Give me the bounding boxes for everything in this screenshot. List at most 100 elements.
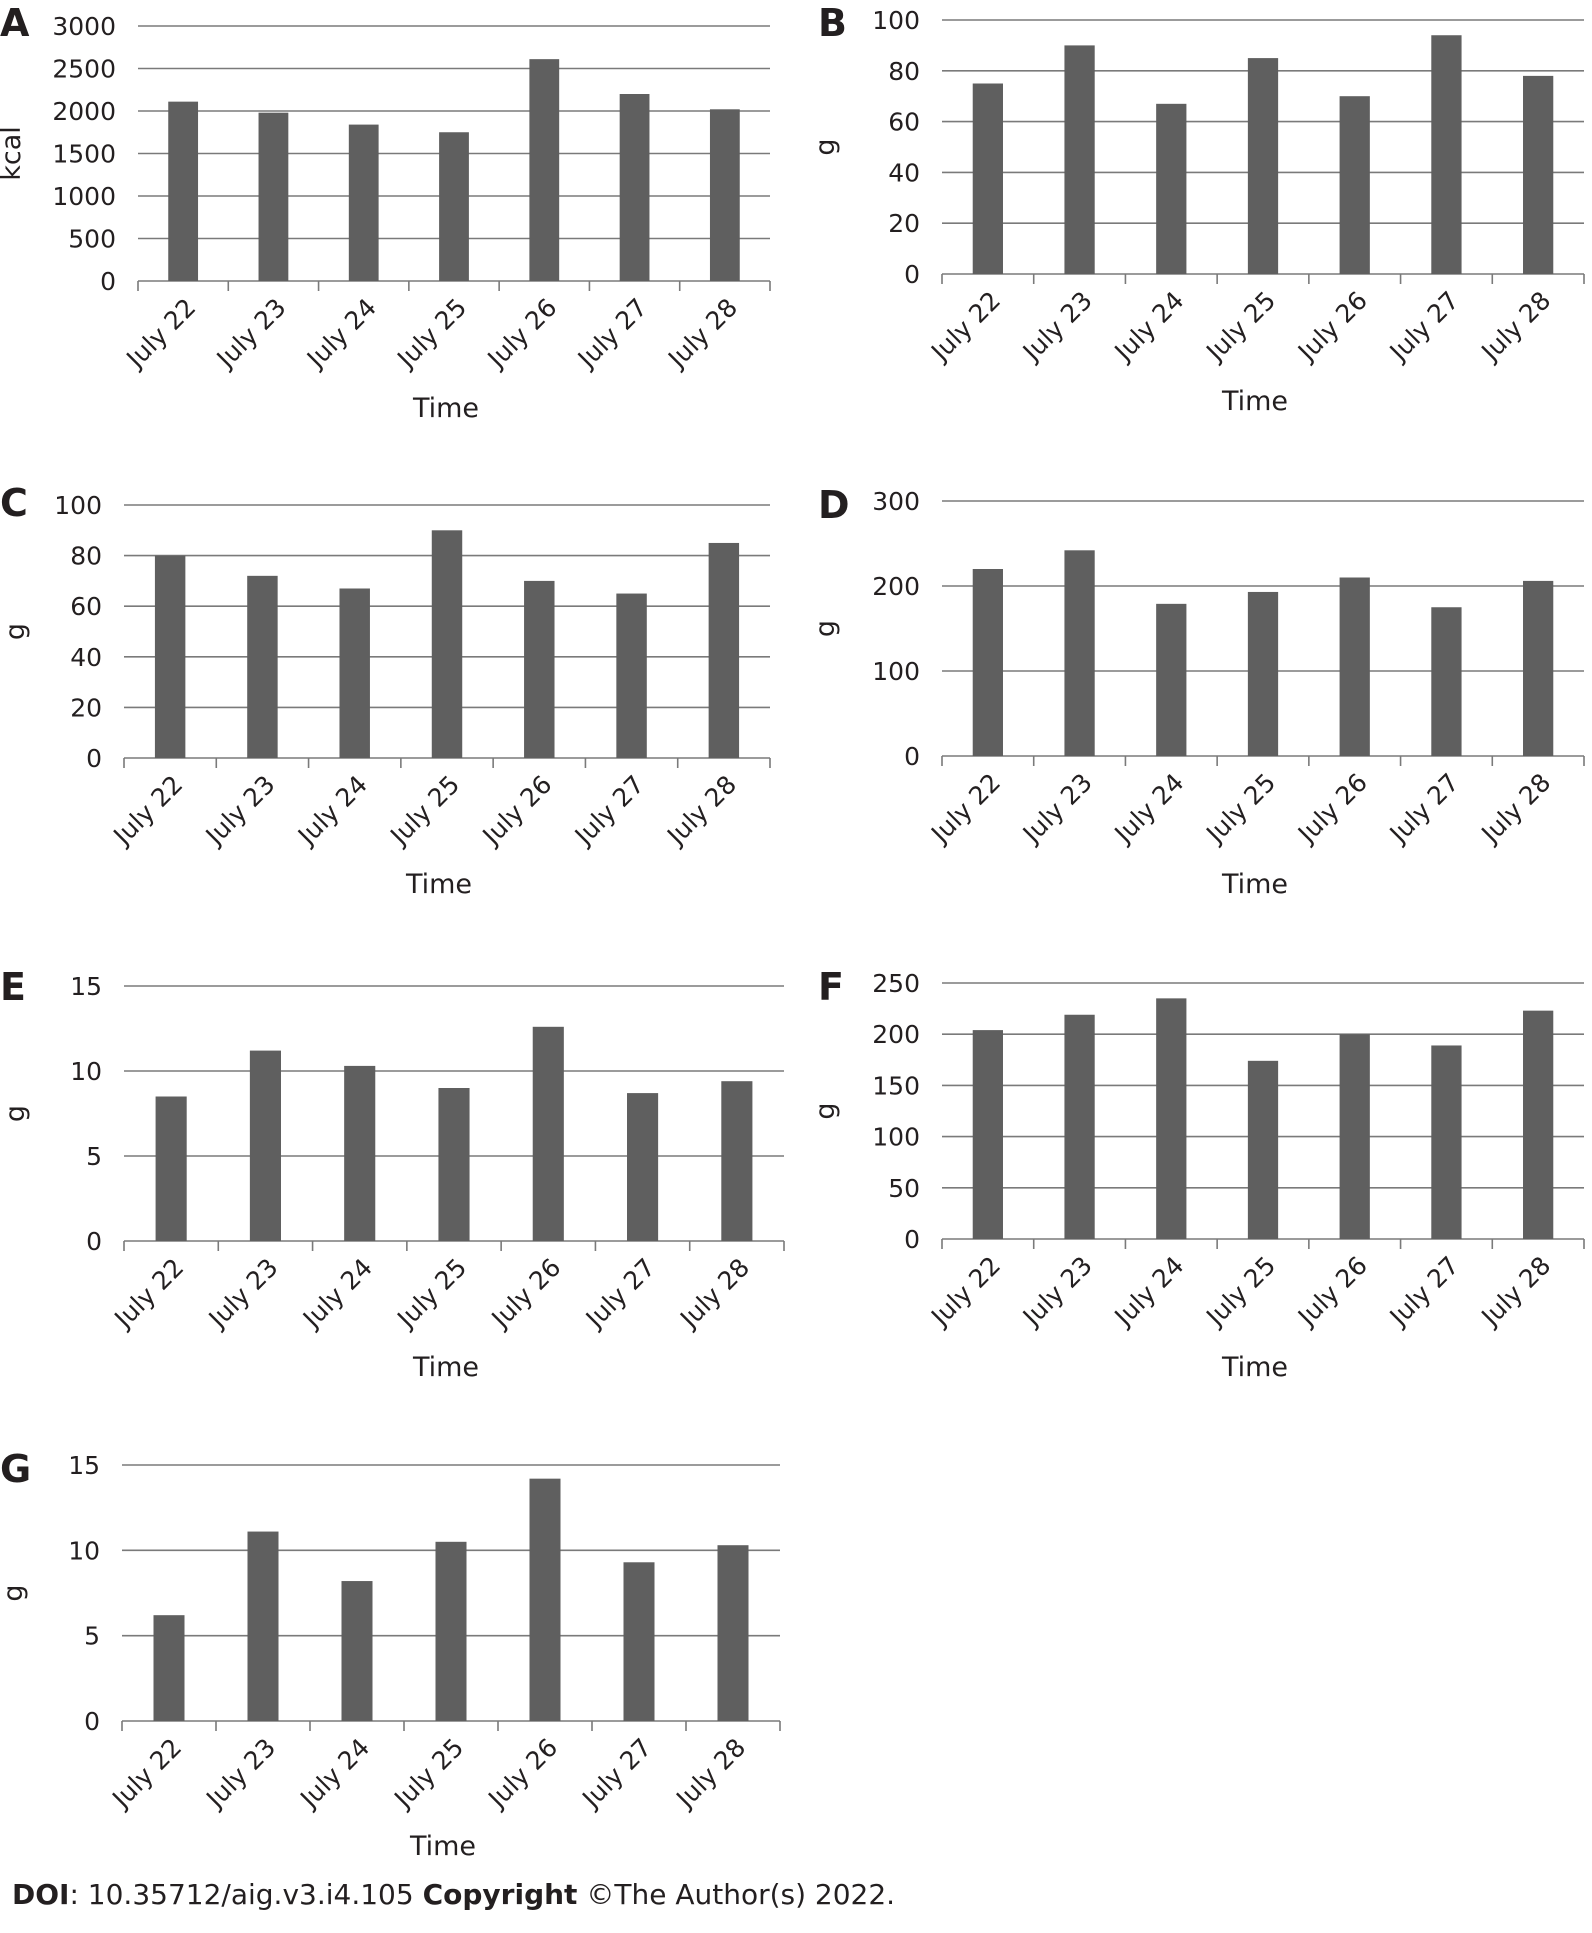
x-tick-label: July 26 — [1291, 286, 1373, 368]
x-tick-label: July 28 — [673, 1253, 755, 1335]
bar — [1339, 96, 1370, 274]
y-tick-label: 80 — [888, 57, 920, 86]
x-tick-label: July 23 — [210, 293, 292, 375]
bar — [247, 1531, 279, 1721]
x-axis-title: Time — [1221, 869, 1288, 900]
bar — [524, 580, 555, 758]
y-tick-label: 0 — [86, 744, 102, 773]
x-tick-label: July 24 — [296, 1253, 378, 1335]
y-tick-label: 2000 — [52, 97, 116, 126]
x-tick-label: July 23 — [199, 770, 281, 852]
y-tick-label: 100 — [872, 1123, 920, 1152]
doi-value: : 10.35712/aig.v3.i4.105 — [69, 1878, 423, 1911]
y-tick-label: 1500 — [52, 140, 116, 169]
y-tick-label: 0 — [904, 742, 920, 771]
copyright-value: ©The Author(s) 2022. — [577, 1878, 896, 1911]
x-tick-label: July 25 — [390, 1253, 472, 1335]
panel-letter: F — [818, 965, 844, 1009]
bar — [1156, 998, 1187, 1239]
y-tick-label: 5 — [84, 1622, 100, 1651]
bar — [623, 1562, 655, 1721]
bar — [627, 1093, 659, 1241]
y-tick-label: 60 — [70, 592, 102, 621]
y-tick-label: 10 — [68, 1536, 100, 1565]
bar — [1339, 1034, 1370, 1239]
x-tick-label: July 25 — [383, 770, 465, 852]
y-axis-title: g — [0, 623, 31, 640]
chart-panel-e: E 0 5 10 15 July 22 July 23 July 24 July 25 July … — [0, 964, 796, 1444]
x-tick-label: July 28 — [1475, 768, 1557, 850]
x-tick-label: July 25 — [390, 293, 472, 375]
bar — [154, 555, 186, 758]
x-tick-label: July 22 — [105, 1733, 187, 1815]
x-tick-label: July 24 — [1108, 286, 1190, 368]
x-tick-label: July 22 — [108, 1253, 190, 1335]
y-tick-label: 0 — [904, 260, 920, 289]
y-tick-label: 300 — [872, 487, 920, 516]
x-axis-title: Time — [412, 393, 479, 424]
bar — [339, 588, 370, 758]
bar — [1247, 58, 1279, 274]
bar — [247, 575, 278, 758]
y-tick-label: 0 — [84, 1707, 100, 1736]
x-tick-label: July 27 — [568, 770, 650, 852]
y-tick-label: 0 — [86, 1227, 102, 1256]
copyright-label: Copyright — [422, 1878, 578, 1911]
x-tick-label: July 25 — [1199, 768, 1281, 850]
y-axis-title: kcal — [0, 126, 27, 181]
x-tick-label: July 23 — [202, 1253, 284, 1335]
x-tick-label: July 28 — [661, 293, 743, 375]
x-tick-label: July 28 — [669, 1733, 751, 1815]
bar — [721, 1081, 753, 1241]
bar — [1523, 580, 1554, 756]
bar — [619, 94, 650, 281]
panel-letter: E — [0, 965, 26, 1009]
chart-panel-f: F 0 50 100 150 200 250 July 22 July 23 July 24 Jul… — [796, 964, 1592, 1444]
x-tick-label: July 28 — [1475, 1251, 1557, 1333]
bar — [1339, 577, 1370, 756]
y-tick-label: 250 — [872, 969, 920, 998]
panel-letter: B — [818, 1, 847, 45]
x-tick-label: July 28 — [660, 770, 742, 852]
x-tick-label: July 24 — [1108, 1251, 1190, 1333]
y-tick-label: 40 — [888, 158, 920, 187]
bar — [435, 1541, 467, 1721]
chart-panel-c: C 0 20 40 60 80 100 July 22 July 23 July 24 July 2… — [0, 481, 796, 962]
x-tick-label: July 24 — [1108, 768, 1190, 850]
bar — [344, 1065, 376, 1241]
bar — [529, 1478, 561, 1721]
bar — [1523, 75, 1554, 274]
panel-letter: A — [0, 1, 30, 45]
y-tick-label: 40 — [70, 643, 102, 672]
bar — [1064, 45, 1095, 275]
bar — [1523, 1010, 1554, 1239]
x-tick-label: July 27 — [1383, 768, 1465, 850]
y-axis-title: g — [810, 1102, 841, 1119]
y-axis-title: g — [810, 138, 841, 155]
panel-letter: C — [0, 481, 28, 525]
y-tick-label: 15 — [68, 1451, 100, 1480]
bar — [348, 124, 379, 281]
y-tick-label: 0 — [904, 1225, 920, 1254]
bar — [155, 1096, 187, 1241]
y-tick-label: 200 — [872, 572, 920, 601]
y-tick-label: 10 — [70, 1057, 102, 1086]
bar — [438, 1088, 470, 1241]
y-tick-label: 0 — [100, 267, 116, 296]
x-axis-title: Time — [405, 869, 472, 900]
doi-label: DOI — [12, 1878, 70, 1911]
bar — [439, 132, 469, 281]
x-axis-title: Time — [412, 1352, 479, 1383]
x-tick-label: July 27 — [571, 293, 653, 375]
bar — [249, 1050, 281, 1241]
bar — [1064, 1014, 1095, 1239]
citation-footer: DOI: 10.35712/aig.v3.i4.105 Copyright ©T… — [12, 1878, 895, 1911]
x-tick-label: July 22 — [924, 768, 1006, 850]
x-tick-label: July 26 — [1291, 768, 1373, 850]
bar — [717, 1545, 749, 1721]
x-tick-label: July 23 — [199, 1733, 281, 1815]
